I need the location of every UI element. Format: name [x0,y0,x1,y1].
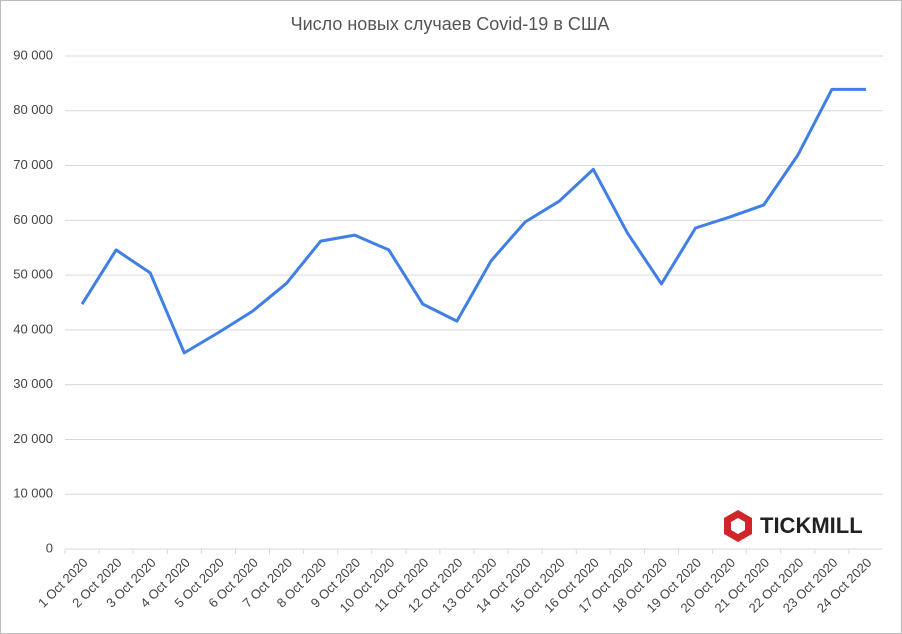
y-tick-label: 40 000 [13,321,53,336]
y-tick-label: 30 000 [13,376,53,391]
y-tick-label: 80 000 [13,102,53,117]
logo-icon-inner [731,518,745,534]
y-tick-label: 60 000 [13,212,53,227]
chart-title: Число новых случаев Covid-19 в США [291,14,610,34]
y-tick-label: 90 000 [13,47,53,62]
y-tick-label: 20 000 [13,431,53,446]
logo: TICKMILL [724,510,863,542]
y-tick-label: 70 000 [13,157,53,172]
logo-text: TICKMILL [760,513,863,538]
y-tick-label: 0 [46,540,53,555]
y-tick-label: 10 000 [13,486,53,501]
y-tick-label: 50 000 [13,267,53,282]
data-line [80,87,866,355]
